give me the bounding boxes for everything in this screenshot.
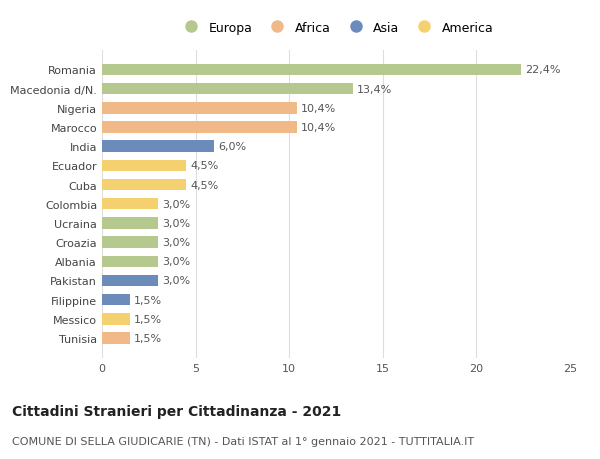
Text: 4,5%: 4,5% bbox=[190, 161, 218, 171]
Text: 3,0%: 3,0% bbox=[162, 218, 190, 229]
Text: Cittadini Stranieri per Cittadinanza - 2021: Cittadini Stranieri per Cittadinanza - 2… bbox=[12, 404, 341, 418]
Bar bbox=[102, 84, 353, 95]
Text: 3,0%: 3,0% bbox=[162, 276, 190, 286]
Text: 6,0%: 6,0% bbox=[218, 142, 246, 152]
Text: 1,5%: 1,5% bbox=[134, 314, 162, 324]
Text: 10,4%: 10,4% bbox=[301, 104, 335, 113]
Text: 3,0%: 3,0% bbox=[162, 257, 190, 267]
Text: 1,5%: 1,5% bbox=[134, 333, 162, 343]
Text: 1,5%: 1,5% bbox=[134, 295, 162, 305]
Bar bbox=[102, 256, 158, 268]
Bar bbox=[102, 103, 296, 114]
Bar bbox=[102, 218, 158, 229]
Bar bbox=[102, 313, 130, 325]
Text: COMUNE DI SELLA GIUDICARIE (TN) - Dati ISTAT al 1° gennaio 2021 - TUTTITALIA.IT: COMUNE DI SELLA GIUDICARIE (TN) - Dati I… bbox=[12, 436, 474, 446]
Bar bbox=[102, 141, 214, 152]
Bar bbox=[102, 198, 158, 210]
Legend: Europa, Africa, Asia, America: Europa, Africa, Asia, America bbox=[173, 17, 499, 39]
Bar bbox=[102, 160, 186, 172]
Bar bbox=[102, 122, 296, 134]
Bar bbox=[102, 237, 158, 248]
Text: 3,0%: 3,0% bbox=[162, 238, 190, 247]
Text: 22,4%: 22,4% bbox=[525, 65, 560, 75]
Bar bbox=[102, 179, 186, 191]
Bar bbox=[102, 294, 130, 306]
Bar bbox=[102, 64, 521, 76]
Text: 4,5%: 4,5% bbox=[190, 180, 218, 190]
Text: 13,4%: 13,4% bbox=[356, 84, 392, 95]
Bar bbox=[102, 333, 130, 344]
Text: 10,4%: 10,4% bbox=[301, 123, 335, 133]
Text: 3,0%: 3,0% bbox=[162, 199, 190, 209]
Bar bbox=[102, 275, 158, 286]
